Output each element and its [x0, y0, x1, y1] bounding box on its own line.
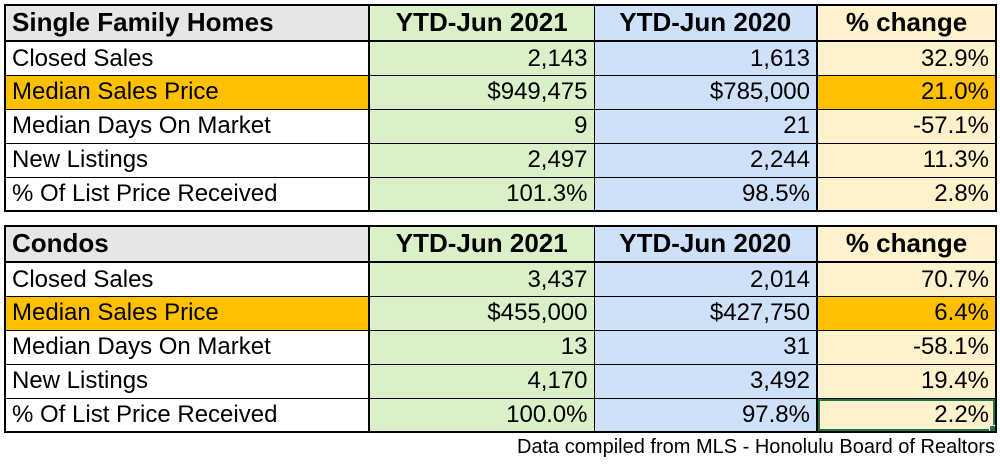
table-row: Closed Sales 3,437 2,014 70.7% [4, 261, 997, 297]
column-header-ytd-2021[interactable]: YTD-Jun 2021 [368, 225, 595, 263]
table-row: Closed Sales 2,143 1,613 32.9% [4, 40, 997, 76]
value-2021[interactable]: 2,497 [368, 142, 595, 178]
column-header-percent-change[interactable]: % change [816, 225, 997, 263]
selected-cell-value-change[interactable]: 2.2% [816, 397, 997, 433]
table-row: New Listings 4,170 3,492 19.4% [4, 363, 997, 399]
table-row: % Of List Price Received 101.3% 98.5% 2.… [4, 176, 997, 212]
table-row: Median Days On Market 13 31 -58.1% [4, 329, 997, 365]
row-label[interactable]: New Listings [4, 142, 370, 178]
value-2020[interactable]: $427,750 [593, 295, 818, 331]
table-row: New Listings 2,497 2,244 11.3% [4, 142, 997, 178]
table-row-highlighted: Median Sales Price $455,000 $427,750 6.4… [4, 295, 997, 331]
table-row-highlighted: Median Sales Price $949,475 $785,000 21.… [4, 74, 997, 110]
value-2021[interactable]: 101.3% [368, 176, 595, 212]
value-2021[interactable]: $949,475 [368, 74, 595, 110]
value-change-text: 2.2% [934, 401, 989, 429]
value-2021[interactable]: 4,170 [368, 363, 595, 399]
row-label[interactable]: Median Days On Market [4, 108, 370, 144]
value-change[interactable]: 21.0% [816, 74, 997, 110]
table-title[interactable]: Condos [4, 225, 370, 263]
value-2020[interactable]: 98.5% [593, 176, 818, 212]
row-label[interactable]: Median Sales Price [4, 295, 370, 331]
value-2020[interactable]: 2,244 [593, 142, 818, 178]
single-family-homes-table: Single Family Homes YTD-Jun 2021 YTD-Jun… [4, 4, 997, 212]
table-title[interactable]: Single Family Homes [4, 4, 370, 42]
row-label[interactable]: New Listings [4, 363, 370, 399]
value-2020[interactable]: 97.8% [593, 397, 818, 433]
row-label[interactable]: Closed Sales [4, 261, 370, 297]
row-label[interactable]: % Of List Price Received [4, 176, 370, 212]
column-header-ytd-2021[interactable]: YTD-Jun 2021 [368, 4, 595, 42]
row-label[interactable]: % Of List Price Received [4, 397, 370, 433]
value-change[interactable]: -58.1% [816, 329, 997, 365]
value-change[interactable]: 6.4% [816, 295, 997, 331]
column-header-ytd-2020[interactable]: YTD-Jun 2020 [593, 4, 818, 42]
table-row: % Of List Price Received 100.0% 97.8% 2.… [4, 397, 997, 433]
table-header-row: Single Family Homes YTD-Jun 2021 YTD-Jun… [4, 4, 997, 42]
value-change[interactable]: 11.3% [816, 142, 997, 178]
fill-handle[interactable] [989, 425, 995, 431]
value-change[interactable]: 2.8% [816, 176, 997, 212]
row-label[interactable]: Median Days On Market [4, 329, 370, 365]
value-change[interactable]: 70.7% [816, 261, 997, 297]
value-change[interactable]: 32.9% [816, 40, 997, 76]
value-2020[interactable]: 21 [593, 108, 818, 144]
value-2020[interactable]: 1,613 [593, 40, 818, 76]
value-2020[interactable]: 2,014 [593, 261, 818, 297]
column-header-ytd-2020[interactable]: YTD-Jun 2020 [593, 225, 818, 263]
value-change[interactable]: 19.4% [816, 363, 997, 399]
value-2021[interactable]: 2,143 [368, 40, 595, 76]
value-2021[interactable]: 9 [368, 108, 595, 144]
value-2021[interactable]: 13 [368, 329, 595, 365]
value-change[interactable]: -57.1% [816, 108, 997, 144]
table-header-row: Condos YTD-Jun 2021 YTD-Jun 2020 % chang… [4, 225, 997, 263]
value-2020[interactable]: 3,492 [593, 363, 818, 399]
table-row: Median Days On Market 9 21 -57.1% [4, 108, 997, 144]
row-label[interactable]: Median Sales Price [4, 74, 370, 110]
condos-table: Condos YTD-Jun 2021 YTD-Jun 2020 % chang… [4, 225, 997, 433]
data-source-note: Data compiled from MLS - Honolulu Board … [517, 436, 995, 458]
row-label[interactable]: Closed Sales [4, 40, 370, 76]
value-2021[interactable]: 100.0% [368, 397, 595, 433]
value-2020[interactable]: 31 [593, 329, 818, 365]
value-2020[interactable]: $785,000 [593, 74, 818, 110]
value-2021[interactable]: $455,000 [368, 295, 595, 331]
value-2021[interactable]: 3,437 [368, 261, 595, 297]
column-header-percent-change[interactable]: % change [816, 4, 997, 42]
